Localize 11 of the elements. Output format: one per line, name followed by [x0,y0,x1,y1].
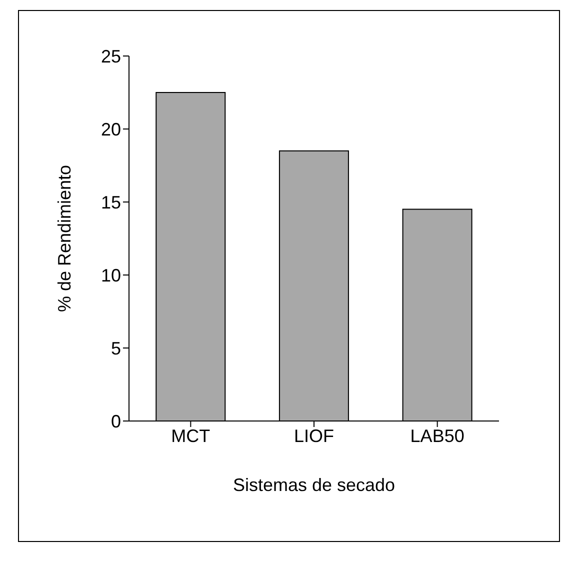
y-tick-label: 0 [110,411,121,432]
y-axis-title: % de Rendimiento [54,164,74,312]
y-tick-label: 15 [100,192,121,212]
x-tick-label: LAB50 [410,426,464,446]
x-tick-label: LIOF [294,426,334,446]
y-tick-label: 5 [110,338,121,358]
x-tick-label: MCT [171,426,210,446]
x-axis-title: Sistemas de secado [232,475,396,495]
y-tick-label: 25 [100,46,121,66]
y-tick-label: 10 [100,265,121,286]
y-tick-label: 20 [100,119,121,140]
